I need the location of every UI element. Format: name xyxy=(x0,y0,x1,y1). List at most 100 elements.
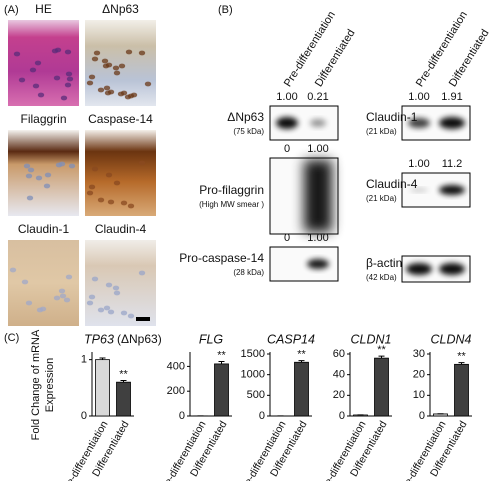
cell xyxy=(26,195,34,201)
cell xyxy=(124,94,132,100)
quantification: 0 xyxy=(284,143,290,155)
cell xyxy=(117,91,125,97)
cell xyxy=(51,48,59,54)
y-tick-label: 40 xyxy=(333,369,345,381)
chart-title: FLG xyxy=(199,332,224,346)
cell xyxy=(27,167,35,173)
cell xyxy=(88,74,96,80)
cell xyxy=(23,163,31,169)
blot-size: (28 kDa) xyxy=(233,268,264,277)
y-tick-label: 400 xyxy=(167,360,185,372)
band xyxy=(439,185,465,195)
quantification: 1.00 xyxy=(276,91,297,103)
band xyxy=(439,117,465,129)
cell xyxy=(29,67,37,73)
cell xyxy=(59,293,67,299)
quantification: 1.00 xyxy=(408,158,429,170)
blot-size: (21 kDa) xyxy=(366,194,397,203)
cell xyxy=(65,274,73,280)
band xyxy=(410,188,428,192)
quantification: 0 xyxy=(284,232,290,244)
band xyxy=(307,259,329,269)
cell xyxy=(32,83,40,89)
blot-name: β-actin xyxy=(366,256,402,270)
cell xyxy=(88,294,96,300)
cell xyxy=(112,285,120,291)
blot-size: (42 kDa) xyxy=(366,273,397,282)
cell xyxy=(97,307,105,313)
bar xyxy=(294,361,309,417)
cell xyxy=(25,300,33,306)
cell xyxy=(127,313,135,319)
significance: ** xyxy=(217,349,226,361)
error-bar xyxy=(378,355,385,359)
cell xyxy=(91,276,99,282)
cell xyxy=(105,172,113,178)
y-tick-label: 0 xyxy=(179,410,185,422)
cell xyxy=(86,80,94,86)
band xyxy=(439,263,465,275)
cell xyxy=(113,180,121,186)
cell xyxy=(60,95,68,101)
cell xyxy=(101,58,109,64)
bar xyxy=(214,363,229,417)
cell xyxy=(113,290,121,296)
cell xyxy=(18,77,26,83)
cell xyxy=(55,162,63,168)
blot-size: (75 kDa) xyxy=(233,127,264,136)
cell xyxy=(112,65,120,71)
quantification: 11.2 xyxy=(442,158,463,170)
cell xyxy=(34,60,42,66)
quantification: 1.00 xyxy=(307,143,328,155)
y-tick-label: 1500 xyxy=(241,348,265,360)
cell xyxy=(138,270,146,276)
cell xyxy=(130,92,138,98)
cell xyxy=(103,305,111,311)
cell xyxy=(91,56,99,62)
cell xyxy=(86,190,94,196)
stain-label: Claudin-4 xyxy=(95,222,147,236)
cell xyxy=(125,49,133,55)
y-tick-label: 20 xyxy=(333,389,345,401)
chart-title: TP63 xyxy=(84,332,114,346)
cell xyxy=(107,199,115,205)
quantification: 1.91 xyxy=(441,91,462,103)
significance: ** xyxy=(377,344,386,356)
cell xyxy=(9,267,17,273)
stain-label: Claudin-1 xyxy=(18,222,70,236)
bar xyxy=(116,381,131,417)
chart-title: CASP14 xyxy=(267,332,315,346)
stain-label: HE xyxy=(35,2,52,16)
cell xyxy=(97,197,105,203)
chart-title: CLDN4 xyxy=(431,332,472,346)
cell xyxy=(144,81,152,87)
scale-bar xyxy=(136,317,150,321)
bar xyxy=(454,363,469,417)
blot-size: (High MW smear ) xyxy=(199,200,264,209)
cell xyxy=(43,183,51,189)
cell xyxy=(104,90,112,96)
blot-name: Pro-filaggrin xyxy=(199,183,264,197)
y-tick-label: 0 xyxy=(339,410,345,422)
error-bar xyxy=(218,360,225,364)
stain-label: ΔNp63 xyxy=(102,2,139,16)
significance: ** xyxy=(119,368,128,380)
cell xyxy=(103,85,111,91)
chart-subtitle: (ΔNp63) xyxy=(117,332,162,346)
cell xyxy=(88,184,96,190)
cell xyxy=(64,82,72,88)
y-tick-label: 30 xyxy=(413,348,425,360)
cell xyxy=(138,50,146,56)
cell xyxy=(25,173,33,179)
y-tick-label: 500 xyxy=(247,389,265,401)
blot-size: (21 kDa) xyxy=(366,127,397,136)
blot-name: Pro-caspase-14 xyxy=(179,251,264,265)
cell xyxy=(107,309,115,315)
cell xyxy=(97,87,105,93)
cell xyxy=(86,300,94,306)
cell xyxy=(37,92,45,98)
error-bar xyxy=(298,360,305,363)
micrograph xyxy=(8,240,79,326)
blot-name: Claudin-4 xyxy=(366,177,418,191)
cell xyxy=(21,279,29,285)
